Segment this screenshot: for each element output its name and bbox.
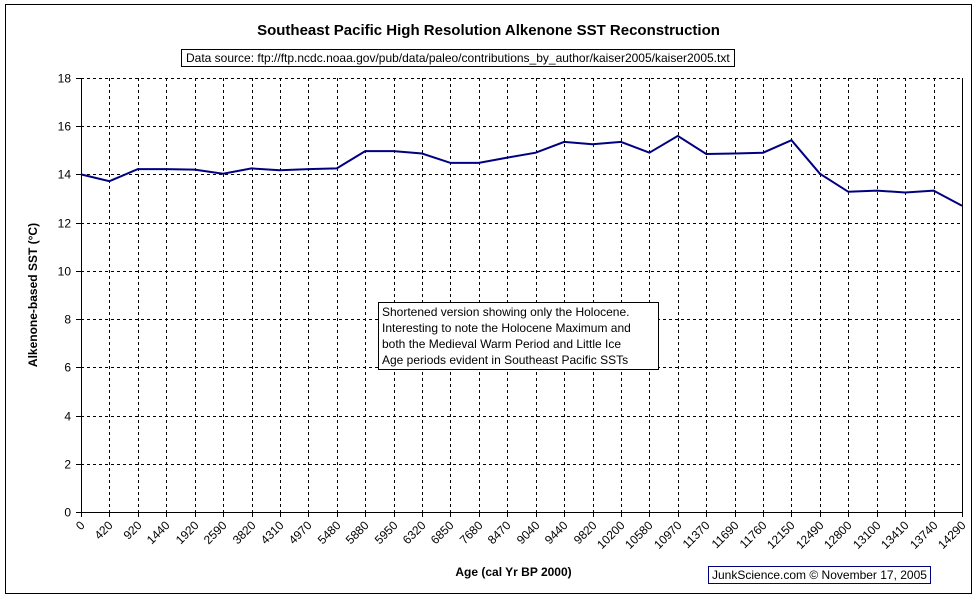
axes <box>76 78 963 517</box>
annotation-line: Age periods evident in Southeast Pacific… <box>382 353 629 367</box>
annotation-box: Shortened version showing only the Holoc… <box>378 302 659 370</box>
series-line <box>80 134 963 207</box>
x-tick-label: 9040 <box>514 518 543 547</box>
series-layer <box>80 134 963 207</box>
y-tick-label: 14 <box>58 168 72 182</box>
x-tick-label: 9440 <box>542 518 571 547</box>
annotation-line: Interesting to note the Holocene Maximum… <box>382 321 631 335</box>
y-tick-label: 0 <box>64 506 71 520</box>
x-tick-label: 13100 <box>850 518 884 552</box>
x-tick-label: 6850 <box>428 518 457 547</box>
x-tick-label: 3820 <box>230 518 259 547</box>
y-tick-label: 4 <box>64 410 71 424</box>
x-tick-label: 5950 <box>372 518 401 547</box>
x-tick-label: 0 <box>73 518 88 533</box>
chart-title: Southeast Pacific High Resolution Alkeno… <box>257 22 720 39</box>
x-tick-label: 4310 <box>258 518 287 547</box>
x-tick-label: 920 <box>121 518 145 542</box>
x-tick-label: 1920 <box>173 518 202 547</box>
x-tick-label: 10200 <box>594 518 628 552</box>
x-axis-title: Age (cal Yr BP 2000) <box>455 565 572 579</box>
x-tick-label: 11370 <box>680 518 713 551</box>
x-tick-label: 11760 <box>737 518 770 551</box>
x-tick-label: 8470 <box>485 518 514 547</box>
x-tick-label: 10970 <box>651 518 685 552</box>
x-tick-label: 12800 <box>821 518 855 552</box>
x-tick-label: 7680 <box>457 518 486 547</box>
x-tick-label: 5880 <box>343 518 372 547</box>
x-tick-label: 12490 <box>793 518 827 552</box>
x-tick-label: 4970 <box>286 518 315 547</box>
x-tick-label: 11690 <box>709 518 742 551</box>
y-axis-title: Alkenone-based SST (°C) <box>26 222 40 368</box>
x-tick-labels: 0 420 920 1440 1920 2590 3820 4310 4970 5480 5880 5… <box>73 518 969 552</box>
annotation-line: Shortened version showing only the Holoc… <box>382 305 630 319</box>
y-tick-label: 6 <box>64 361 71 375</box>
data-source-box: Data source: ftp://ftp.ncdc.noaa.gov/pub… <box>181 49 735 67</box>
y-tick-label: 12 <box>58 217 72 231</box>
x-tick-label: 13740 <box>907 518 941 552</box>
x-tick-label: 2590 <box>201 518 230 547</box>
x-tick-label: 5480 <box>315 518 344 547</box>
gridlines <box>81 78 963 512</box>
y-tick-label: 2 <box>64 458 71 472</box>
x-tick-label: 6320 <box>400 518 429 547</box>
y-tick-label: 8 <box>64 313 71 327</box>
x-tick-label: 13410 <box>878 518 912 552</box>
x-tick-label: 420 <box>92 518 116 542</box>
y-tick-labels: 0 2 4 6 8 10 12 14 16 18 <box>58 72 72 520</box>
y-tick-label: 10 <box>58 265 72 279</box>
x-tick-label: 12150 <box>764 518 798 552</box>
x-tick-label: 1440 <box>144 518 173 547</box>
y-tick-label: 16 <box>58 120 72 134</box>
y-tick-label: 18 <box>58 72 72 86</box>
credit-box: JunkScience.com © November 17, 2005 <box>708 566 931 584</box>
annotation-line: both the Medieval Warm Period and Little… <box>382 337 622 351</box>
x-tick-label: 10580 <box>622 518 656 552</box>
x-tick-label: 14290 <box>935 518 969 552</box>
